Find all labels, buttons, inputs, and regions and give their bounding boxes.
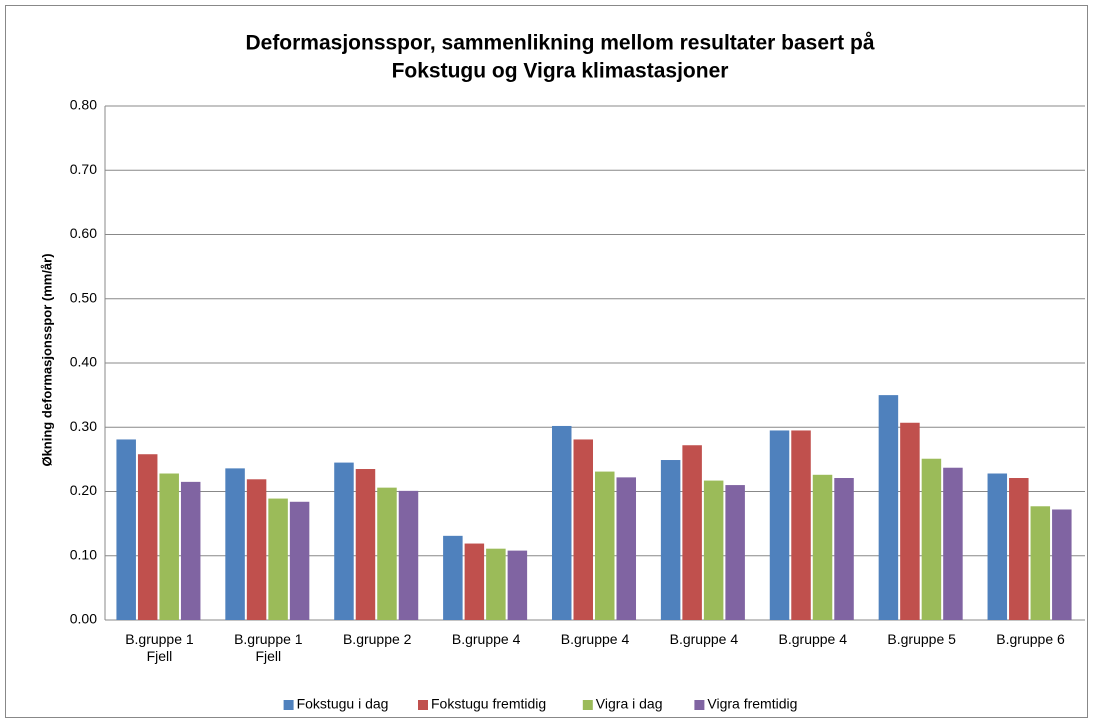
legend-marker bbox=[283, 700, 294, 710]
x-tick-label: B.gruppe 4 bbox=[669, 631, 739, 647]
legend-marker bbox=[694, 700, 705, 710]
legend-label: Vigra fremtidig bbox=[707, 696, 797, 712]
bar bbox=[1052, 509, 1072, 620]
legend-marker bbox=[582, 700, 593, 710]
bar bbox=[507, 550, 528, 620]
bar bbox=[791, 430, 811, 620]
y-tick-label: 0.10 bbox=[70, 546, 97, 562]
bar bbox=[377, 487, 397, 620]
x-tick-label: B.gruppe 4 bbox=[451, 631, 521, 647]
legend-label: Vigra i dag bbox=[596, 696, 663, 712]
y-tick-label: 0.40 bbox=[70, 354, 97, 370]
y-tick-label: 0.70 bbox=[70, 161, 97, 177]
legend-label: Fokstugu i dag bbox=[297, 696, 389, 712]
bar bbox=[443, 535, 463, 620]
bar bbox=[660, 460, 681, 620]
bar bbox=[246, 479, 267, 620]
bar bbox=[682, 445, 702, 620]
x-tick-label: B.gruppe 1 Fjell bbox=[234, 631, 303, 664]
y-tick-label: 0.30 bbox=[70, 418, 97, 434]
bar bbox=[834, 478, 854, 620]
chart-subtitle: Fokstugu og Vigra klimastasjoner bbox=[392, 60, 729, 83]
bar bbox=[725, 485, 745, 620]
y-tick-label: 0.20 bbox=[70, 482, 97, 498]
bar bbox=[878, 395, 899, 620]
bar bbox=[464, 543, 485, 620]
chart-title: Deformasjonsspor, sammenlikning mellom r… bbox=[245, 32, 874, 55]
bar bbox=[289, 501, 310, 620]
bar bbox=[987, 473, 1008, 620]
x-tick-label: B.gruppe 2 bbox=[342, 631, 412, 647]
bar bbox=[398, 490, 419, 620]
bar bbox=[943, 467, 963, 620]
bar bbox=[225, 468, 245, 620]
bar bbox=[900, 422, 920, 620]
bar bbox=[137, 454, 158, 620]
legend-label: Fokstugu fremtidig bbox=[431, 696, 546, 712]
bar bbox=[703, 480, 724, 620]
bar bbox=[268, 498, 288, 620]
bar bbox=[180, 481, 201, 620]
x-tick-label: B.gruppe 5 bbox=[887, 631, 956, 647]
x-tick-label: B.gruppe 4 bbox=[560, 631, 630, 647]
bar bbox=[921, 458, 942, 620]
y-axis-label: Økning deformasjonsspor (mm/år) bbox=[39, 253, 54, 466]
bar bbox=[812, 474, 833, 620]
y-tick-label: 0.00 bbox=[70, 611, 97, 627]
bar bbox=[334, 462, 354, 620]
bar bbox=[551, 425, 572, 620]
y-tick-label: 0.50 bbox=[70, 289, 97, 305]
bar bbox=[1030, 506, 1051, 620]
bar bbox=[595, 471, 615, 620]
y-tick-label: 0.80 bbox=[70, 97, 97, 113]
bar bbox=[159, 473, 179, 620]
bar bbox=[1009, 478, 1029, 620]
x-tick-label: B.gruppe 4 bbox=[778, 631, 848, 647]
legend-marker bbox=[418, 700, 428, 710]
bar bbox=[116, 439, 136, 620]
bar bbox=[616, 477, 637, 620]
x-tick-label: B.gruppe 1 Fjell bbox=[125, 631, 194, 664]
bar bbox=[769, 430, 790, 620]
y-tick-label: 0.60 bbox=[70, 225, 97, 241]
bar bbox=[355, 469, 376, 620]
bar bbox=[486, 548, 506, 620]
bar bbox=[573, 439, 593, 620]
x-tick-label: B.gruppe 6 bbox=[996, 631, 1065, 647]
